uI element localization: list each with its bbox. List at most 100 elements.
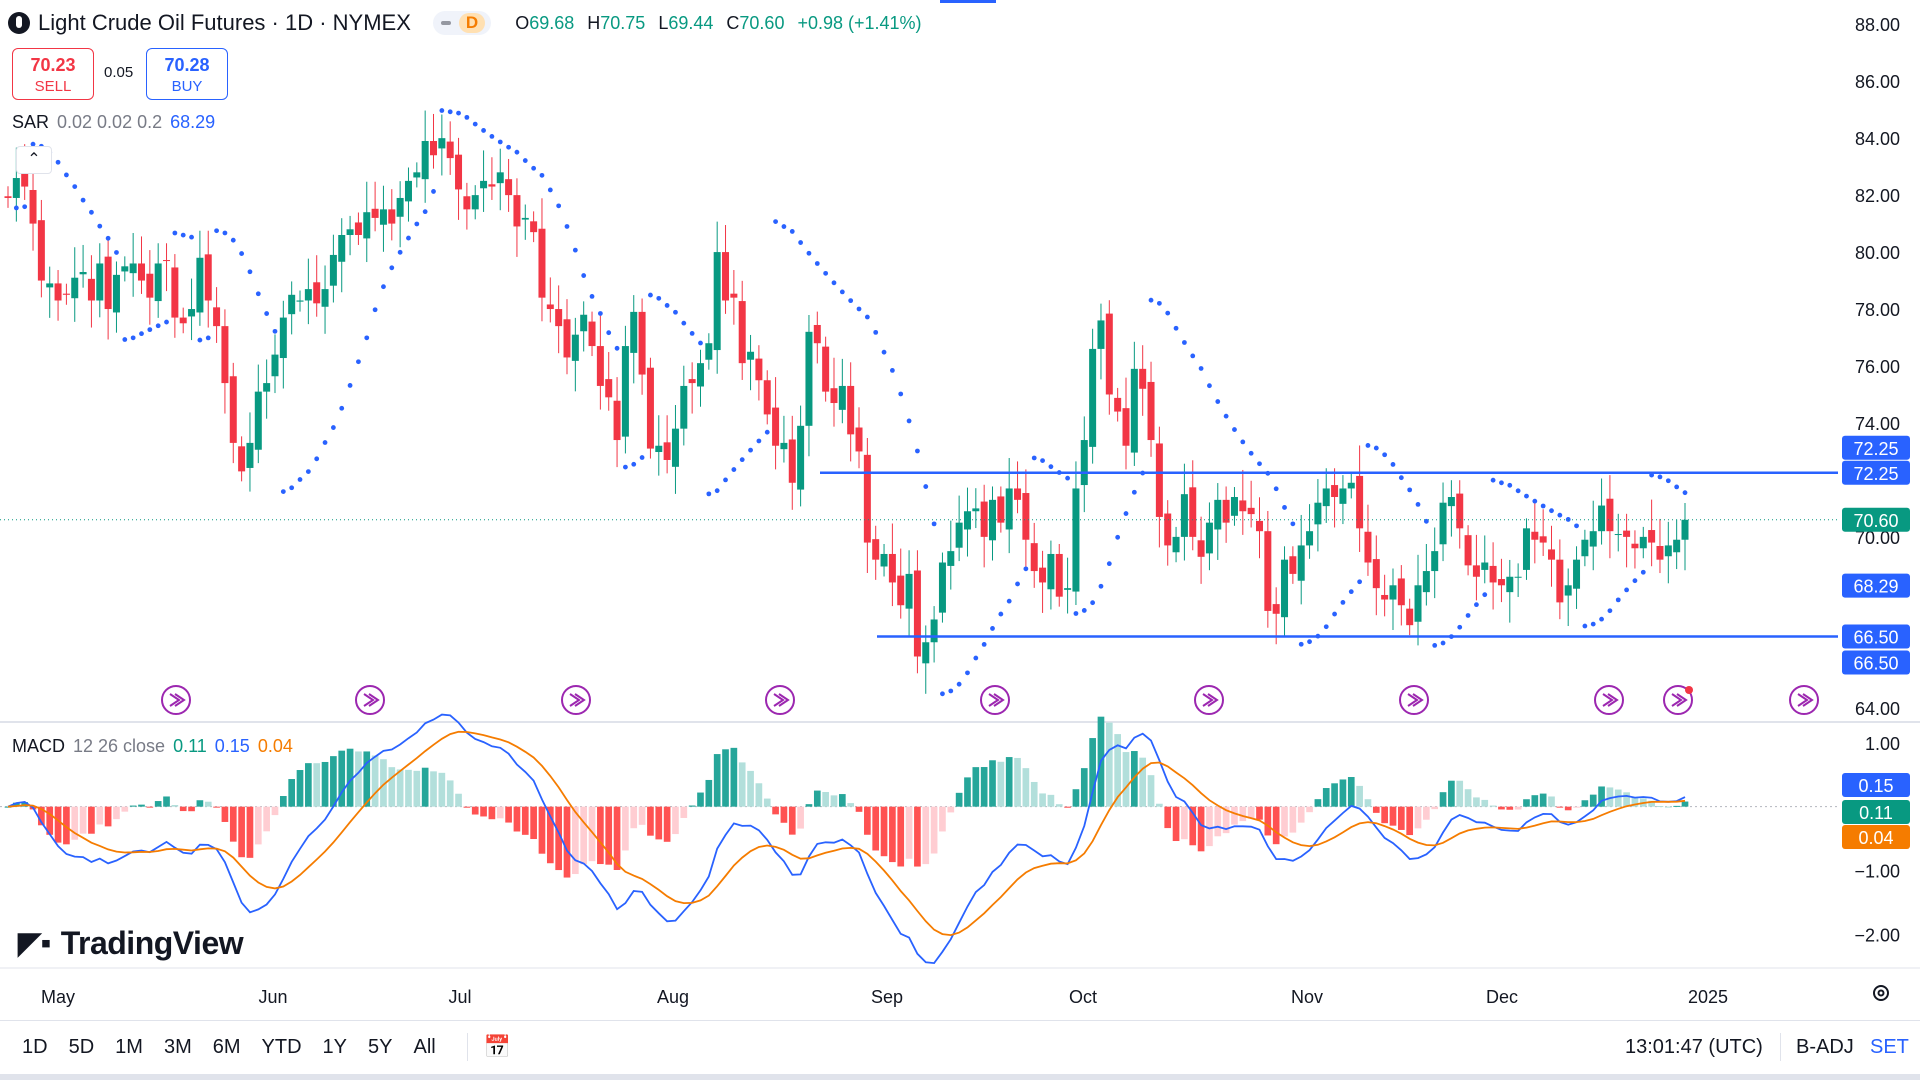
session-toggle[interactable]: SET (1870, 1035, 1909, 1058)
adjustment-toggle[interactable]: B-ADJ (1796, 1035, 1854, 1058)
macd-histogram-bar (1539, 793, 1547, 807)
candle-body (346, 229, 354, 235)
range-1d[interactable]: 1D (22, 1035, 48, 1058)
candle-body (530, 221, 538, 233)
macd-histogram-bar (1030, 781, 1038, 807)
delayed-badge: D (458, 13, 486, 33)
macd-histogram-bar (521, 806, 529, 835)
candle-body (897, 575, 905, 606)
sar-legend[interactable]: SAR 0.02 0.02 0.2 68.29 (12, 112, 223, 133)
macd-axis-label-bg (1842, 773, 1910, 797)
macd-histogram-bar (1431, 806, 1439, 810)
horizontal-scrollbar[interactable] (0, 1074, 1920, 1080)
candle-body (747, 351, 755, 360)
sar-dot (756, 438, 762, 444)
market-status-pill[interactable]: D (432, 11, 492, 35)
sar-value: 68.29 (170, 112, 216, 132)
macd-histogram-bar (1197, 806, 1205, 852)
macd-histogram-bar (530, 806, 537, 840)
candle-body (797, 425, 805, 490)
candle-body (1464, 535, 1472, 566)
candle-body (1272, 604, 1280, 614)
candle-body (1614, 534, 1622, 536)
macd-histogram-bar (146, 806, 154, 808)
sar-dot (1557, 512, 1563, 518)
macd-line (7, 713, 1686, 965)
sar-dot (1307, 639, 1312, 645)
range-all[interactable]: All (413, 1035, 436, 1058)
macd-histogram-bar (213, 806, 220, 808)
time-tick-label: Jun (258, 987, 287, 1007)
sar-dot (940, 691, 945, 697)
calendar-goto-icon[interactable]: 📅 (483, 1034, 512, 1059)
range-5d[interactable]: 5D (68, 1035, 95, 1058)
macd-histogram-bar (1164, 806, 1172, 829)
toolbar-divider (466, 1033, 468, 1061)
macd-histogram-bar (1673, 805, 1680, 807)
gear-icon[interactable] (1870, 982, 1892, 1004)
macd-histogram-bar (1047, 794, 1055, 807)
sar-dot (289, 485, 295, 491)
resistance-label-bg (1842, 460, 1910, 485)
sar-dot (648, 292, 653, 298)
sar-dot (197, 337, 203, 343)
macd-histogram-bar (864, 806, 871, 835)
candle-body (671, 428, 679, 467)
macd-histogram-bar (355, 751, 362, 807)
macd-histogram-bar (1055, 804, 1063, 807)
macd-legend[interactable]: MACD 12 26 close 0.11 0.15 0.04 (12, 736, 301, 757)
sar-dot (372, 307, 378, 313)
macd-histogram-bar (455, 793, 462, 807)
sar-dot (806, 250, 812, 256)
candle-body (1155, 443, 1163, 517)
sar-dot (464, 114, 470, 120)
macd-histogram-bar (1498, 806, 1505, 810)
clock-readout[interactable]: 13:01:47 (UTC) (1625, 1035, 1763, 1058)
sar-dot (1499, 480, 1504, 486)
range-3m[interactable]: 3M (163, 1035, 192, 1058)
signal-axis-label: 0.04 (1858, 828, 1893, 848)
macd-histogram-bar (613, 806, 621, 870)
candle-body (46, 283, 54, 288)
candle-body (822, 346, 830, 392)
macd-histogram-bar (905, 806, 913, 859)
collapse-legend-button[interactable]: ⌃ (16, 146, 52, 174)
candle-body (446, 141, 454, 159)
arrows-icon (569, 693, 586, 707)
tradingview-logo[interactable]: ◤▪ TradingView (18, 925, 244, 962)
tv-logo-icon: ◤▪ (18, 927, 51, 960)
candle-body (338, 234, 346, 262)
macd-histogram-bar (196, 800, 204, 807)
buy-button[interactable]: 70.28 BUY (146, 48, 228, 100)
sar-dot (1674, 484, 1680, 490)
macd-histogram-bar (1189, 806, 1197, 846)
macd-histogram-bar (872, 806, 880, 851)
price-tick-label: 84.00 (1855, 129, 1900, 149)
candle-body (1414, 585, 1422, 622)
range-1y[interactable]: 1Y (322, 1035, 348, 1058)
macd-histogram-bar (672, 806, 679, 835)
sar-dot (1657, 474, 1663, 480)
symbol-title[interactable]: Light Crude Oil Futures · 1D · NYMEX (38, 10, 411, 35)
candle-body (555, 309, 563, 327)
sar-dot (322, 440, 328, 445)
candle-body (4, 196, 12, 198)
macd-histogram-bar (246, 806, 254, 858)
range-6m[interactable]: 6M (212, 1035, 241, 1058)
macd-histogram-bar (121, 806, 129, 812)
candle-body (1197, 540, 1205, 557)
macd-histogram-bar (288, 779, 296, 807)
sar-dot (998, 611, 1004, 617)
sar-dot (1023, 566, 1029, 572)
range-ytd[interactable]: YTD (261, 1035, 302, 1058)
range-1m[interactable]: 1M (115, 1035, 143, 1058)
macd-histogram-bar (922, 806, 930, 865)
range-5y[interactable]: 5Y (368, 1035, 393, 1058)
sar-dot (1382, 452, 1388, 458)
sell-button[interactable]: 70.23 SELL (12, 48, 94, 100)
arrows-icon (1797, 693, 1814, 707)
sar-dot (130, 335, 136, 341)
macd-histogram-bar (1681, 801, 1689, 807)
sar-dot (1190, 353, 1196, 359)
